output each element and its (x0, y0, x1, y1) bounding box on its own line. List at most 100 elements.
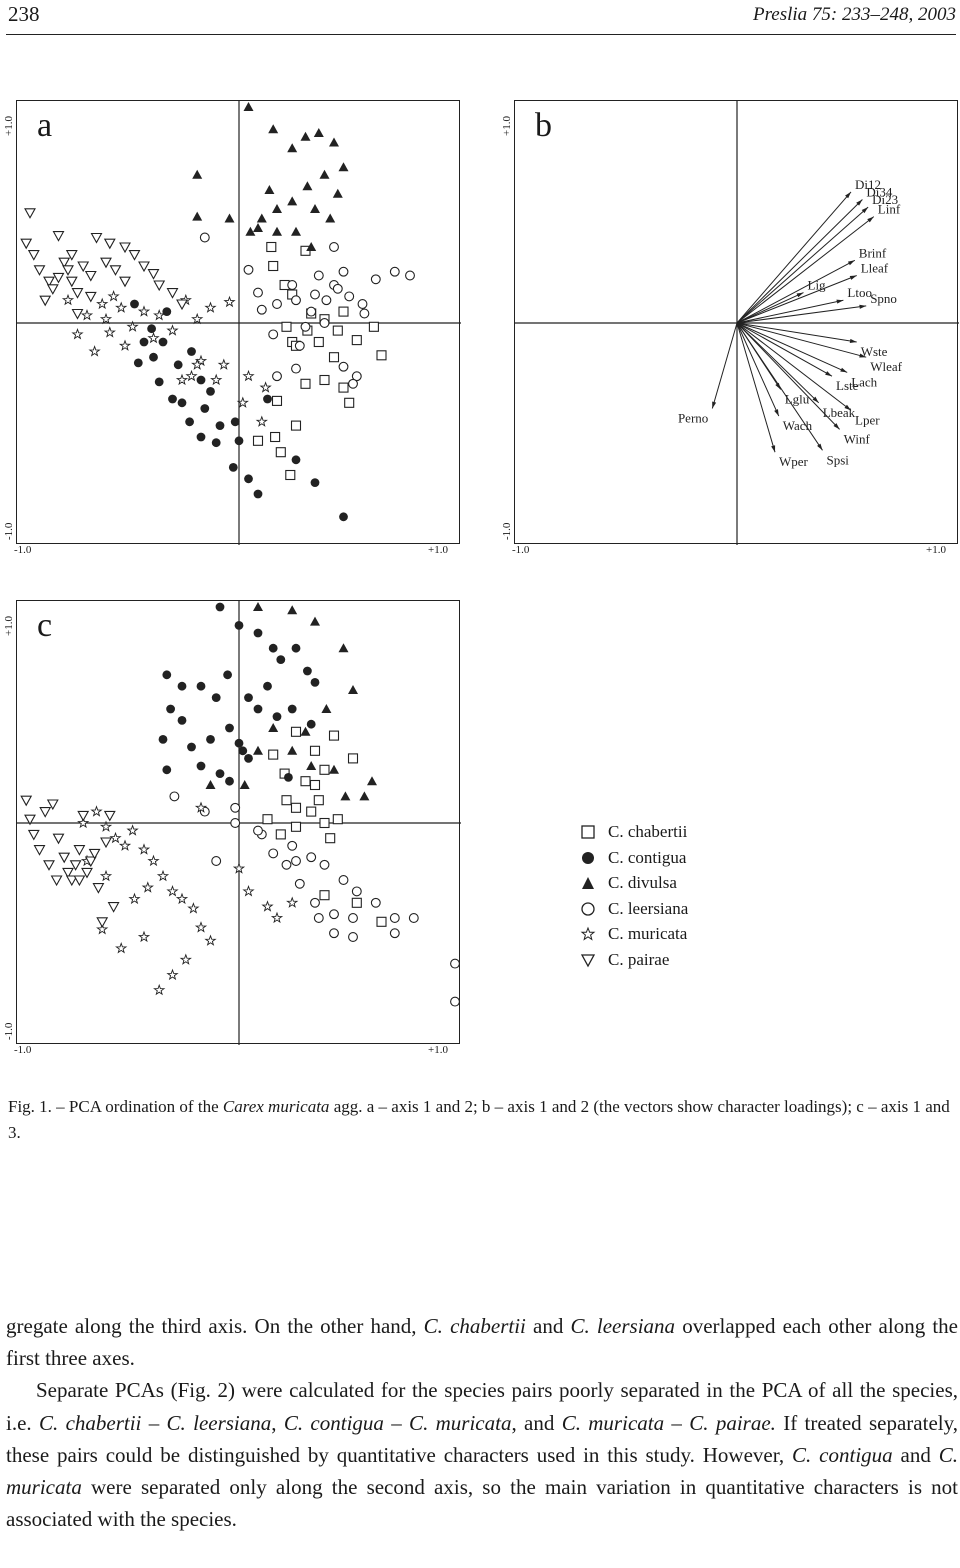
vector-label-Di23: Di23 (872, 192, 898, 207)
data-point-open-circle (450, 958, 460, 969)
data-point-filled-circle (211, 693, 221, 702)
data-point-open-circle (306, 852, 317, 863)
data-point-filled-circle (196, 761, 206, 771)
data-point-open-down-triangle (24, 208, 36, 219)
legend-item: C. contigua (580, 848, 740, 874)
data-point-open-square (290, 821, 302, 832)
data-point-open-down-triangle (92, 883, 105, 894)
data-point-open-down-triangle (103, 238, 116, 250)
data-point-filled-circle (268, 643, 278, 653)
data-point-open-circle (310, 897, 320, 908)
data-point-open-down-triangle (77, 261, 90, 273)
data-point-filled-circle (173, 360, 183, 370)
data-point-open-square (351, 335, 362, 346)
data-point-open-down-triangle (84, 291, 97, 303)
loading-vector-Ltoo (736, 299, 844, 324)
data-point-filled-circle (244, 754, 253, 763)
data-point-filled-circle (215, 769, 225, 778)
vector-arrowhead (861, 207, 869, 214)
data-point-filled-circle (230, 417, 240, 427)
vector-label-Brinf: Brinf (859, 245, 887, 260)
data-point-open-square (290, 726, 302, 737)
data-point-filled-triangle (359, 791, 370, 801)
vector-label-Perno: Perno (678, 411, 708, 426)
data-point-open-down-triangle (88, 848, 101, 860)
legend-item: C. muricata (580, 924, 740, 950)
data-point-open-down-triangle (20, 795, 33, 807)
data-point-star (115, 942, 128, 954)
data-point-filled-circle (263, 394, 272, 404)
data-point-star (210, 373, 223, 386)
data-point-open-circle (211, 856, 222, 866)
data-point-filled-triangle (300, 726, 311, 736)
data-point-filled-circle (196, 375, 206, 385)
data-point-filled-triangle (268, 124, 279, 134)
loading-vector-Lach (736, 322, 848, 373)
data-point-star (191, 358, 204, 370)
vector-arrowhead (867, 216, 874, 223)
data-point-filled-circle (284, 773, 293, 782)
data-point-open-down-triangle (27, 829, 40, 841)
data-point-open-square (376, 916, 387, 927)
data-point-filled-triangle (332, 188, 343, 198)
data-point-filled-triangle (205, 780, 216, 789)
data-point-filled-triangle (329, 137, 339, 147)
data-point-filled-triangle (268, 723, 279, 732)
panel-c-letter: c (37, 607, 53, 644)
loading-vector-Spsi (736, 322, 823, 451)
data-point-star (175, 892, 189, 905)
loading-vector-Lste (736, 322, 833, 377)
data-point-star (261, 900, 274, 912)
data-point-filled-triangle (291, 226, 301, 236)
data-point-open-down-triangle (65, 250, 78, 261)
data-point-open-square (290, 420, 302, 431)
vector-label-Wper: Wper (779, 454, 809, 469)
data-point-open-circle (294, 340, 305, 351)
data-point-filled-circle (244, 474, 253, 484)
data-point-filled-circle (215, 421, 225, 430)
data-point-filled-triangle (253, 602, 263, 611)
panel-a-x-max-tick: +1.0 (428, 544, 448, 556)
data-point-open-square (300, 378, 311, 389)
data-point-filled-circle (253, 704, 263, 714)
data-point-filled-triangle (306, 242, 317, 251)
data-point-open-circle (313, 913, 324, 923)
data-point-star (259, 381, 272, 393)
data-point-open-down-triangle (100, 837, 112, 849)
data-point-filled-circle (187, 742, 196, 752)
data-point-filled-circle (206, 735, 215, 744)
data-point-open-down-triangle (52, 272, 65, 284)
data-point-open-square (266, 241, 277, 253)
data-point-open-down-triangle (71, 308, 84, 320)
data-point-star (153, 983, 166, 996)
data-point-filled-circle (310, 678, 320, 687)
panel-b-y-max-tick: +1.0 (501, 116, 513, 136)
data-point-open-down-triangle (43, 860, 55, 871)
legend-label: C. contigua (608, 847, 687, 867)
data-point-star (90, 805, 103, 817)
text-run: overlapped each other along the first th… (6, 1314, 958, 1371)
data-point-filled-circle (149, 352, 158, 362)
data-point-open-down-triangle (58, 257, 71, 269)
caption-text-2: agg. a – axis 1 and 2; b – axis 1 and 2 … (8, 1097, 950, 1142)
data-point-filled-circle (185, 417, 195, 427)
data-point-open-down-triangle (39, 807, 52, 818)
data-point-open-circle (291, 295, 301, 306)
open-circle-icon (581, 902, 595, 916)
data-point-open-down-triangle (46, 284, 59, 295)
loading-vector-Brinf (736, 259, 856, 324)
data-point-filled-circle (234, 621, 244, 630)
data-point-filled-circle (263, 681, 272, 691)
data-point-open-circle (199, 232, 210, 243)
panel-a-plot (17, 101, 461, 545)
loading-vector-Di34 (736, 199, 863, 324)
paragraph-2: Separate PCAs (Fig. 2) were calculated f… (6, 1374, 958, 1535)
data-point-open-down-triangle (33, 845, 46, 856)
panel-b-x-max-tick: +1.0 (926, 544, 946, 556)
data-point-open-circle (300, 321, 311, 332)
data-point-filled-triangle (245, 226, 256, 236)
data-point-star (137, 305, 151, 317)
data-point-filled-circle (166, 704, 176, 714)
data-point-star (107, 290, 120, 302)
vector-arrowhead (849, 275, 857, 280)
